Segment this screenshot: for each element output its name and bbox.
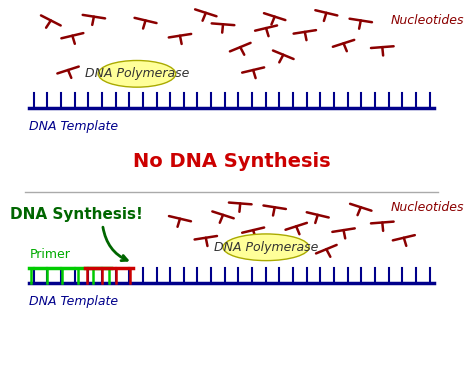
Text: DNA Synthesis!: DNA Synthesis! [10,207,143,222]
Text: DNA Polymerase: DNA Polymerase [85,67,189,80]
Text: Nucleotides: Nucleotides [391,201,465,214]
Ellipse shape [98,60,176,87]
Text: DNA Polymerase: DNA Polymerase [214,241,318,254]
Text: No DNA Synthesis: No DNA Synthesis [133,152,330,171]
Text: DNA Template: DNA Template [29,295,118,308]
Ellipse shape [223,234,309,261]
Text: Nucleotides: Nucleotides [391,14,465,27]
Text: Primer: Primer [29,248,70,262]
Text: DNA Template: DNA Template [29,119,118,132]
